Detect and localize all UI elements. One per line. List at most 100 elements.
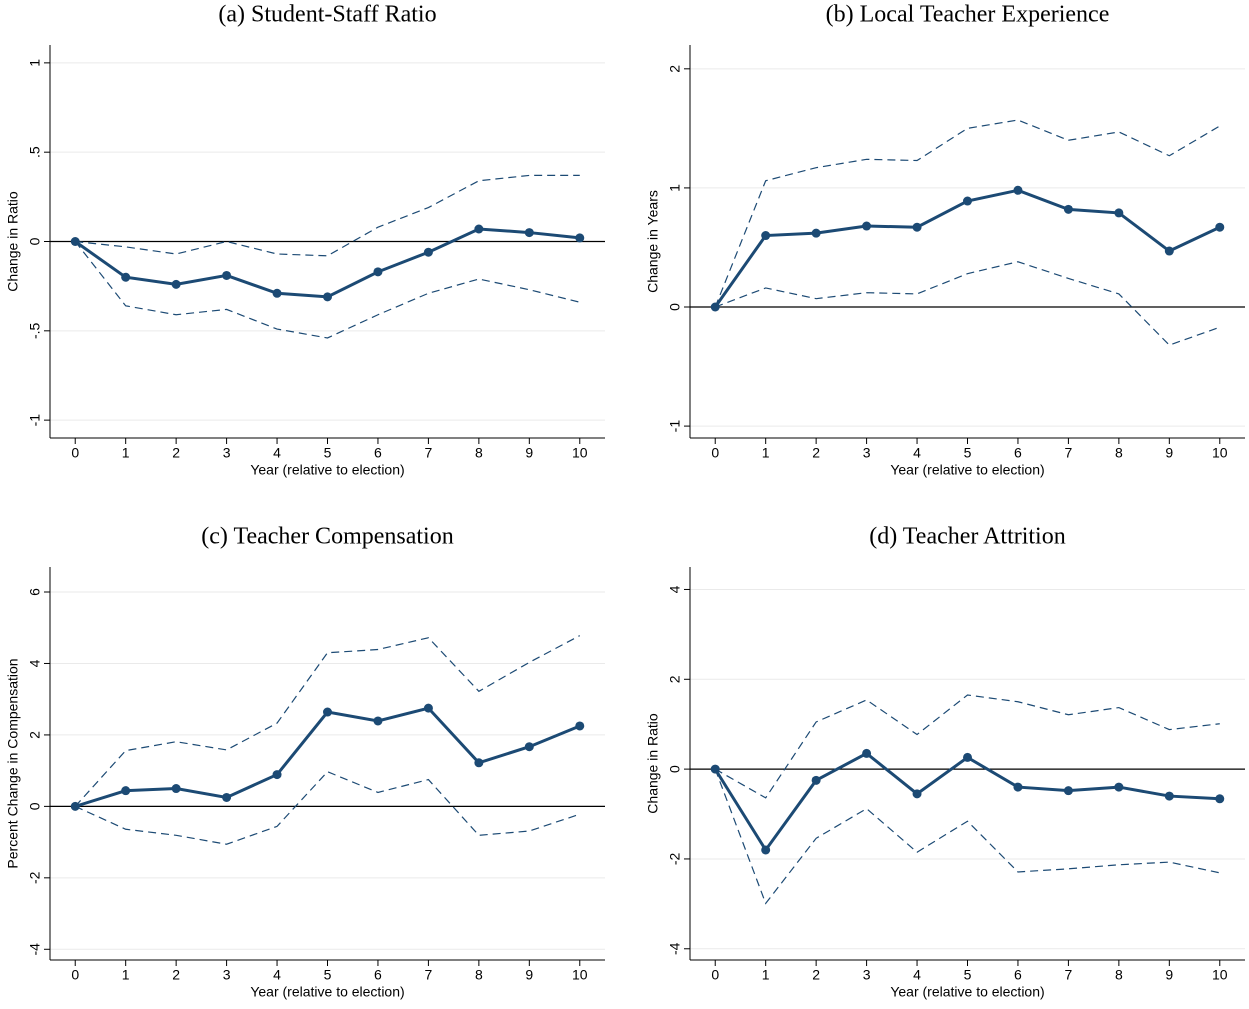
chart-title: (a) Student-Staff Ratio <box>218 2 436 28</box>
x-tick-label: 3 <box>863 445 871 461</box>
ci-line <box>74 771 580 845</box>
point <box>963 752 972 762</box>
x-tick-label: 8 <box>475 445 483 461</box>
point <box>811 228 821 238</box>
point <box>474 758 484 768</box>
x-tick-label: 10 <box>572 445 588 461</box>
point <box>272 770 282 780</box>
x-tick-label: 2 <box>812 967 820 983</box>
y-tick-label: 0 <box>27 237 43 245</box>
x-tick-label: 6 <box>1014 445 1022 461</box>
point <box>323 292 332 302</box>
chart-title: (d) Teacher Attrition <box>869 524 1065 550</box>
x-tick-label: 4 <box>273 445 281 461</box>
x-tick-label: 6 <box>374 967 382 983</box>
x-tick-label: 0 <box>711 967 719 983</box>
point <box>575 233 585 243</box>
point <box>121 272 131 282</box>
point <box>1114 208 1124 218</box>
point <box>222 792 232 802</box>
point <box>121 786 131 796</box>
y-tick-label: -2 <box>667 853 683 866</box>
point <box>222 270 232 280</box>
x-tick-label: 6 <box>1014 967 1022 983</box>
point <box>761 231 771 241</box>
ci-line <box>714 768 1220 905</box>
point <box>1164 791 1174 801</box>
point <box>272 288 282 298</box>
x-axis-label: Year (relative to election) <box>890 462 1044 478</box>
ci-line <box>714 694 1220 799</box>
y-tick-label: 2 <box>667 65 683 73</box>
x-tick-label: 1 <box>762 445 770 461</box>
point <box>1114 782 1124 792</box>
x-tick-label: 7 <box>1065 967 1073 983</box>
point <box>761 845 771 855</box>
estimate-line <box>74 706 581 808</box>
point <box>171 279 181 289</box>
y-axis-label: Percent Change in Compensation <box>5 658 21 868</box>
estimate-line <box>713 751 1220 853</box>
x-tick-label: 2 <box>172 445 180 461</box>
y-tick-label: -4 <box>667 942 683 955</box>
x-tick-label: 5 <box>324 445 332 461</box>
y-axis-label: Change in Ratio <box>5 191 21 292</box>
y-tick-label: 6 <box>27 588 43 596</box>
x-tick-label: 4 <box>913 445 921 461</box>
y-tick-label: 1 <box>667 184 683 192</box>
point <box>1215 222 1225 232</box>
x-axis-label: Year (relative to election) <box>890 984 1044 1000</box>
x-tick-label: 8 <box>475 967 483 983</box>
x-tick-label: 5 <box>964 967 972 983</box>
x-tick-label: 2 <box>812 445 820 461</box>
y-tick-label: -1 <box>27 414 43 427</box>
y-tick-label: 1 <box>27 59 43 67</box>
point <box>862 221 872 231</box>
estimate-line <box>74 227 580 299</box>
y-axis-label: Change in Ratio <box>645 713 661 814</box>
point <box>1063 786 1073 796</box>
estimate-line <box>714 188 1221 308</box>
y-axis-label: Change in Years <box>645 190 661 293</box>
point <box>323 707 332 717</box>
x-tick-label: 2 <box>172 967 180 983</box>
x-axis-label: Year (relative to election) <box>250 462 404 478</box>
point <box>373 716 383 726</box>
y-tick-label: -1 <box>667 420 683 433</box>
ci-line <box>714 119 1221 308</box>
x-tick-label: 4 <box>913 967 921 983</box>
y-tick-label: 0 <box>667 303 683 311</box>
point <box>963 196 972 206</box>
point <box>1215 794 1225 804</box>
x-tick-label: 3 <box>863 967 871 983</box>
point <box>1013 185 1023 195</box>
point <box>912 222 922 232</box>
y-tick-label: -.5 <box>27 322 43 339</box>
x-tick-label: 8 <box>1115 445 1123 461</box>
x-tick-label: 0 <box>71 445 79 461</box>
point <box>423 247 433 257</box>
ci-line <box>74 635 581 807</box>
x-tick-label: 7 <box>425 445 433 461</box>
x-tick-label: 9 <box>525 445 533 461</box>
y-tick-label: 2 <box>667 675 683 683</box>
x-tick-label: 7 <box>425 967 433 983</box>
y-tick-label: -4 <box>27 943 43 956</box>
point <box>474 224 484 234</box>
x-tick-label: 5 <box>324 967 332 983</box>
x-tick-label: 4 <box>273 967 281 983</box>
x-axis-label: Year (relative to election) <box>250 984 404 1000</box>
panel: (b) Local Teacher Experience -1 0 1 2 0 1 2 3 4 5 6… <box>645 2 1245 478</box>
point <box>524 742 534 752</box>
chart-title: (b) Local Teacher Experience <box>826 2 1110 28</box>
point <box>575 721 585 731</box>
x-tick-label: 9 <box>1165 445 1173 461</box>
chart-title: (c) Teacher Compensation <box>201 524 453 550</box>
x-tick-label: 0 <box>711 445 719 461</box>
point <box>1164 246 1174 256</box>
x-tick-label: 9 <box>1165 967 1173 983</box>
x-tick-label: 3 <box>223 445 231 461</box>
x-tick-label: 5 <box>964 445 972 461</box>
point <box>423 703 433 713</box>
